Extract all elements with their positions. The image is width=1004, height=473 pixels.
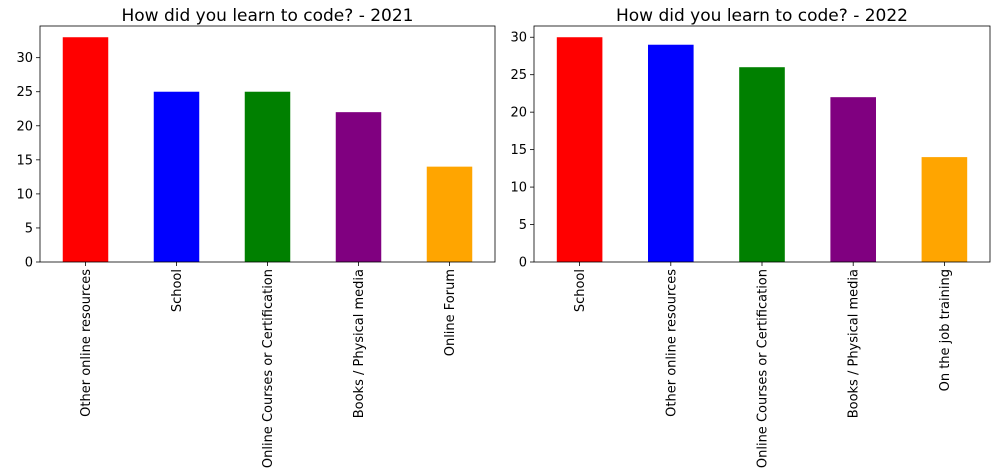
ytick-label-2021-6: 30 bbox=[16, 51, 33, 66]
ytick-label-2021-0: 0 bbox=[25, 256, 33, 271]
bar-2022-1 bbox=[648, 44, 694, 262]
ytick-label-2021-5: 25 bbox=[16, 85, 33, 100]
ytick-label-2022-4: 20 bbox=[510, 106, 527, 121]
ytick-label-2022-6: 30 bbox=[510, 31, 527, 46]
category-label-2022-3: Books / Physical media bbox=[847, 269, 862, 418]
ytick-label-2022-1: 5 bbox=[519, 218, 527, 233]
ytick-label-2022-5: 25 bbox=[510, 68, 527, 83]
ytick-label-2021-4: 20 bbox=[16, 119, 33, 134]
chart-title-2021: How did you learn to code? - 2021 bbox=[121, 6, 413, 26]
category-label-2021-0: Other online resources bbox=[79, 269, 94, 417]
bar-2022-4 bbox=[921, 157, 968, 262]
chart-2021: How did you learn to code? - 2021 0 5 10 15 2… bbox=[16, 6, 496, 468]
chart-title-2022: How did you learn to code? - 2022 bbox=[616, 6, 908, 26]
ytick-label-2021-1: 5 bbox=[25, 221, 33, 236]
bar-2021-1 bbox=[153, 91, 200, 262]
category-label-2022-0: School bbox=[573, 269, 588, 312]
category-label-2022-4: On the job training bbox=[938, 269, 953, 391]
ytick-label-2022-2: 10 bbox=[510, 181, 527, 196]
category-label-2022-1: Other online resources bbox=[664, 269, 679, 417]
bar-2021-2 bbox=[244, 91, 291, 262]
category-label-2021-4: Online Forum bbox=[443, 269, 458, 356]
bar-2021-3 bbox=[335, 112, 382, 263]
bar-2022-0 bbox=[556, 37, 603, 262]
ytick-label-2022-3: 15 bbox=[510, 143, 527, 158]
bar-2021-0 bbox=[62, 37, 109, 262]
chart-2022: How did you learn to code? - 2022 0 5 10 15 2… bbox=[510, 6, 991, 468]
bar-2021-4 bbox=[426, 166, 473, 262]
ytick-label-2021-3: 15 bbox=[16, 153, 33, 168]
category-label-2021-3: Books / Physical media bbox=[352, 269, 367, 418]
bar-2022-2 bbox=[739, 67, 785, 262]
category-label-2021-2: Online Courses or Certification bbox=[261, 269, 276, 468]
ytick-label-2021-2: 10 bbox=[16, 187, 33, 202]
bar-2022-3 bbox=[830, 97, 876, 262]
category-label-2022-2: Online Courses or Certification bbox=[756, 269, 771, 468]
category-label-2021-1: School bbox=[170, 269, 185, 312]
ytick-label-2022-0: 0 bbox=[519, 256, 527, 271]
